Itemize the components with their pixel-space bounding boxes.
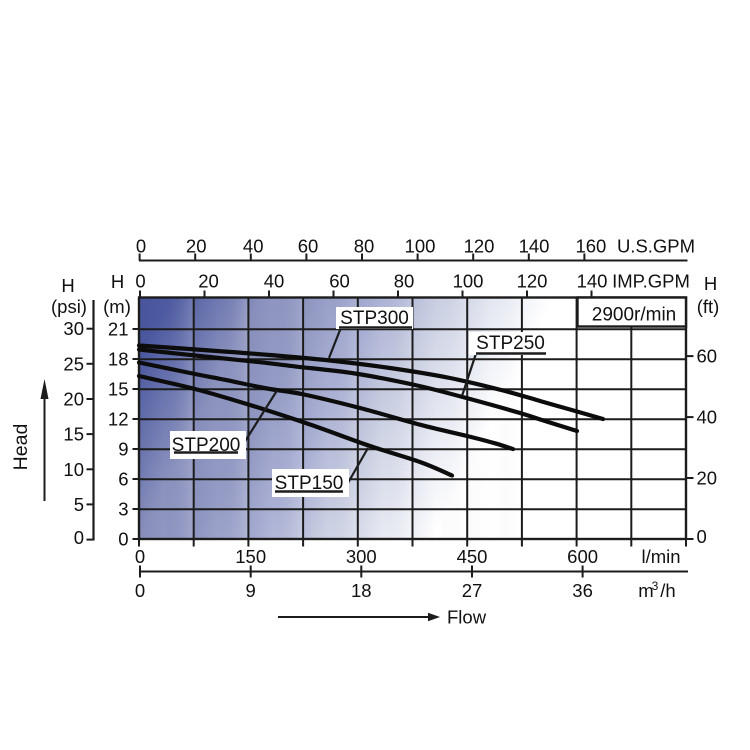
svg-text:160: 160: [575, 236, 606, 257]
svg-text:40: 40: [264, 271, 285, 292]
svg-text:STP150: STP150: [275, 473, 344, 494]
svg-text:150: 150: [235, 546, 266, 567]
svg-text:STP250: STP250: [476, 333, 545, 354]
svg-text:25: 25: [63, 353, 84, 374]
svg-text:140: 140: [519, 236, 550, 257]
svg-text:(psi): (psi): [51, 296, 87, 317]
svg-text:H: H: [61, 275, 74, 296]
svg-text:15: 15: [63, 424, 84, 445]
svg-text:20: 20: [63, 389, 84, 410]
svg-text:H: H: [111, 271, 124, 292]
svg-text:2900r/min: 2900r/min: [592, 305, 677, 326]
svg-text:0: 0: [135, 580, 145, 601]
svg-text:6: 6: [118, 469, 128, 490]
svg-text:100: 100: [405, 236, 436, 257]
svg-text:STP300: STP300: [340, 308, 409, 329]
svg-text:140: 140: [577, 271, 608, 292]
svg-text:/h: /h: [660, 580, 675, 601]
svg-text:600: 600: [567, 546, 598, 567]
svg-text:18: 18: [351, 580, 372, 601]
svg-text:60: 60: [298, 236, 319, 257]
svg-text:12: 12: [108, 409, 129, 430]
svg-text:15: 15: [108, 379, 129, 400]
svg-text:0: 0: [136, 236, 146, 257]
svg-text:(m): (m): [103, 296, 131, 317]
svg-text:80: 80: [354, 236, 375, 257]
svg-text:3: 3: [118, 499, 128, 520]
svg-text:IMP.GPM: IMP.GPM: [612, 271, 690, 292]
svg-text:5: 5: [74, 494, 84, 515]
svg-text:450: 450: [457, 546, 488, 567]
svg-text:36: 36: [572, 580, 593, 601]
svg-text:21: 21: [108, 319, 129, 340]
svg-text:10: 10: [63, 459, 84, 480]
svg-text:0: 0: [135, 546, 145, 567]
svg-text:120: 120: [464, 236, 495, 257]
svg-text:20: 20: [697, 468, 718, 489]
svg-text:40: 40: [697, 407, 718, 428]
svg-text:9: 9: [246, 580, 256, 601]
svg-text:Flow: Flow: [447, 607, 487, 628]
svg-text:60: 60: [329, 271, 350, 292]
svg-text:H: H: [704, 273, 717, 294]
svg-text:27: 27: [462, 580, 483, 601]
svg-text:18: 18: [108, 349, 129, 370]
svg-text:m: m: [638, 580, 653, 601]
svg-text:20: 20: [198, 271, 219, 292]
svg-text:100: 100: [453, 271, 484, 292]
svg-text:l/min: l/min: [641, 546, 680, 567]
svg-text:60: 60: [697, 346, 718, 367]
svg-text:0: 0: [74, 527, 84, 548]
svg-text:30: 30: [63, 318, 84, 339]
svg-text:3: 3: [652, 579, 659, 593]
svg-text:120: 120: [517, 271, 548, 292]
svg-text:80: 80: [394, 271, 415, 292]
svg-text:STP200: STP200: [172, 435, 241, 456]
svg-text:0: 0: [697, 526, 707, 547]
svg-text:Head: Head: [10, 424, 32, 471]
svg-text:0: 0: [135, 271, 145, 292]
svg-text:9: 9: [118, 439, 128, 460]
svg-text:0: 0: [118, 529, 128, 550]
svg-text:40: 40: [243, 236, 264, 257]
svg-text:300: 300: [346, 546, 377, 567]
svg-text:(ft): (ft): [697, 296, 720, 317]
svg-text:20: 20: [186, 236, 207, 257]
svg-text:U.S.GPM: U.S.GPM: [617, 236, 695, 257]
